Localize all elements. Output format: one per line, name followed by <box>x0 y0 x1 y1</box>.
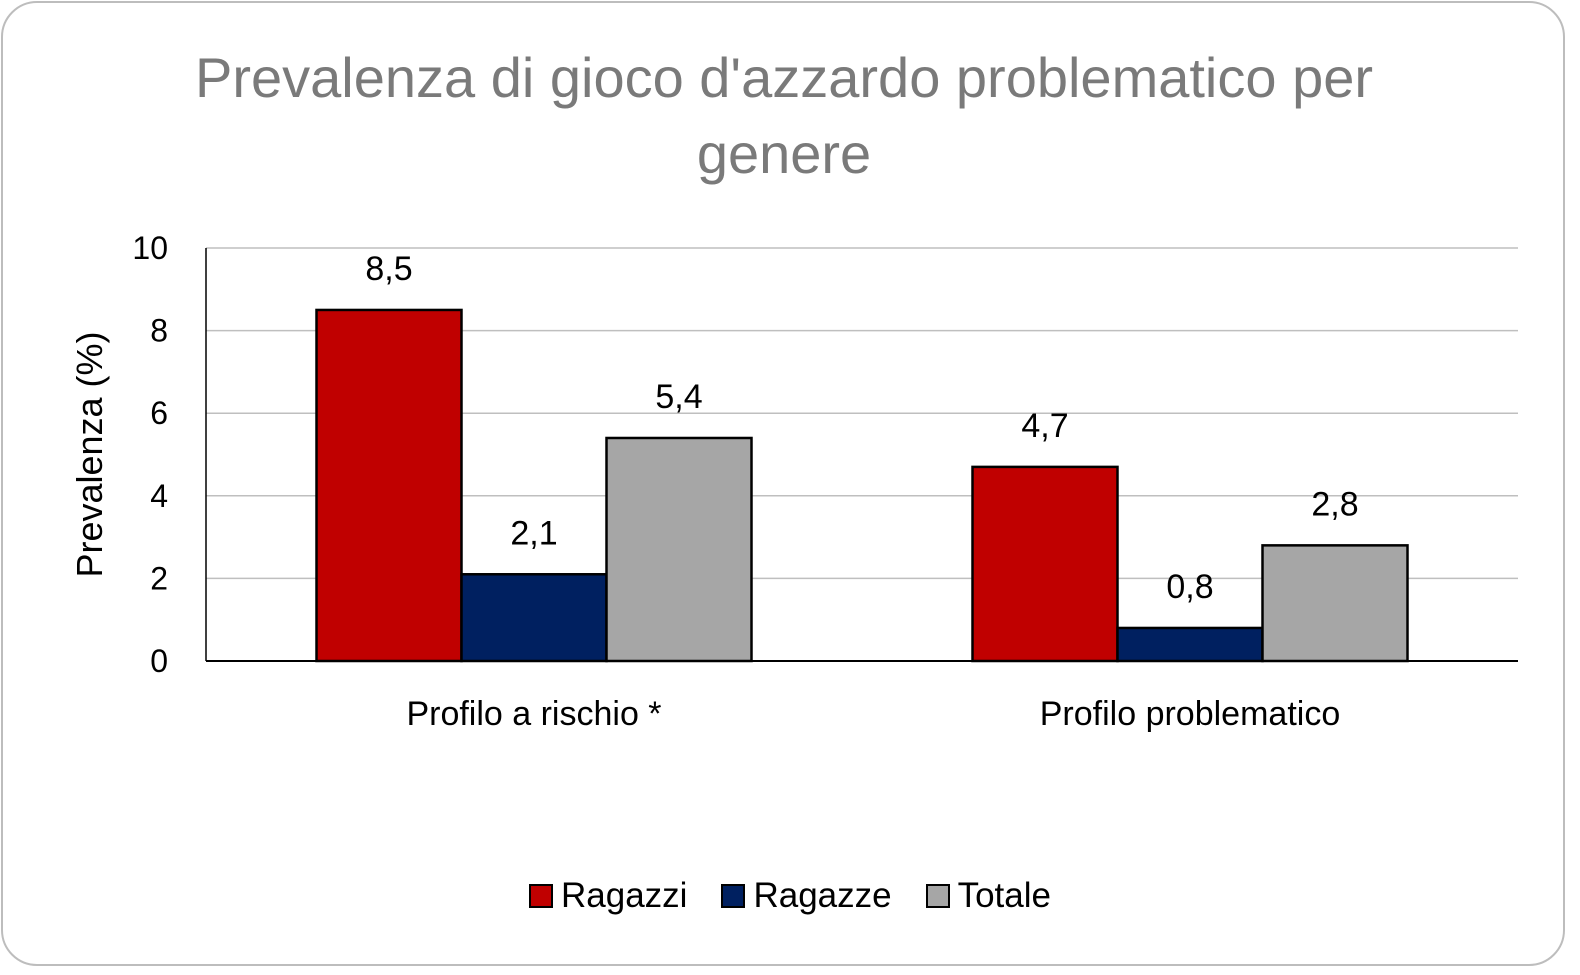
data-label-ragazzi-0: 8,5 <box>365 250 412 288</box>
y-tick-label-1: 2 <box>150 560 168 596</box>
y-tick-label-4: 8 <box>150 313 168 349</box>
legend-item-totale: Totale <box>925 876 1051 916</box>
bar-totale-1 <box>1261 544 1409 663</box>
bar-ragazzi-1 <box>971 465 1119 663</box>
legend-item-ragazze: Ragazze <box>721 876 892 916</box>
legend-swatch-ragazze <box>721 884 746 908</box>
bar-ragazze-0 <box>460 573 608 663</box>
legend-swatch-totale <box>925 884 950 908</box>
y-tick-label-2: 4 <box>150 478 168 514</box>
data-label-totale-0: 5,4 <box>655 378 702 416</box>
legend-swatch-ragazzi <box>529 884 553 908</box>
x-category-label-1: Profilo problematico <box>1040 695 1340 733</box>
chart-frame <box>1 1 1565 966</box>
y-tick-label-5: 10 <box>132 230 168 266</box>
bar-ragazzi-0 <box>315 308 463 663</box>
data-label-totale-1: 2,8 <box>1311 485 1358 523</box>
legend-label-ragazzi: Ragazzi <box>561 876 688 915</box>
bar-totale-0 <box>605 436 753 663</box>
y-tick-label-0: 0 <box>150 643 168 679</box>
chart-title: Prevalenza di gioco d'azzardo problemati… <box>194 46 1374 185</box>
legend-item-ragazzi: Ragazzi <box>529 876 687 916</box>
x-category-label-0: Profilo a rischio * <box>406 695 661 733</box>
data-label-ragazze-1: 0,8 <box>1166 568 1213 606</box>
y-axis-title: Prevalenza (%) <box>69 331 110 577</box>
y-tick-label-3: 6 <box>150 395 168 431</box>
legend: Ragazzi Ragazze Totale <box>0 876 1580 916</box>
bar-ragazze-1 <box>1116 626 1264 663</box>
legend-label-totale: Totale <box>957 876 1051 915</box>
legend-label-ragazze: Ragazze <box>753 876 892 915</box>
data-label-ragazzi-1: 4,7 <box>1021 407 1068 445</box>
data-label-ragazze-0: 2,1 <box>510 514 557 552</box>
